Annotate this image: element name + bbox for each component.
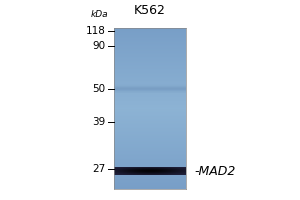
Text: 50: 50: [92, 84, 105, 94]
Text: kDa: kDa: [91, 10, 108, 19]
Text: 90: 90: [92, 41, 105, 51]
Text: -MAD2: -MAD2: [195, 165, 236, 178]
Text: 27: 27: [92, 164, 105, 174]
Text: K562: K562: [134, 4, 166, 17]
Text: 118: 118: [85, 26, 105, 36]
Text: 39: 39: [92, 117, 105, 127]
